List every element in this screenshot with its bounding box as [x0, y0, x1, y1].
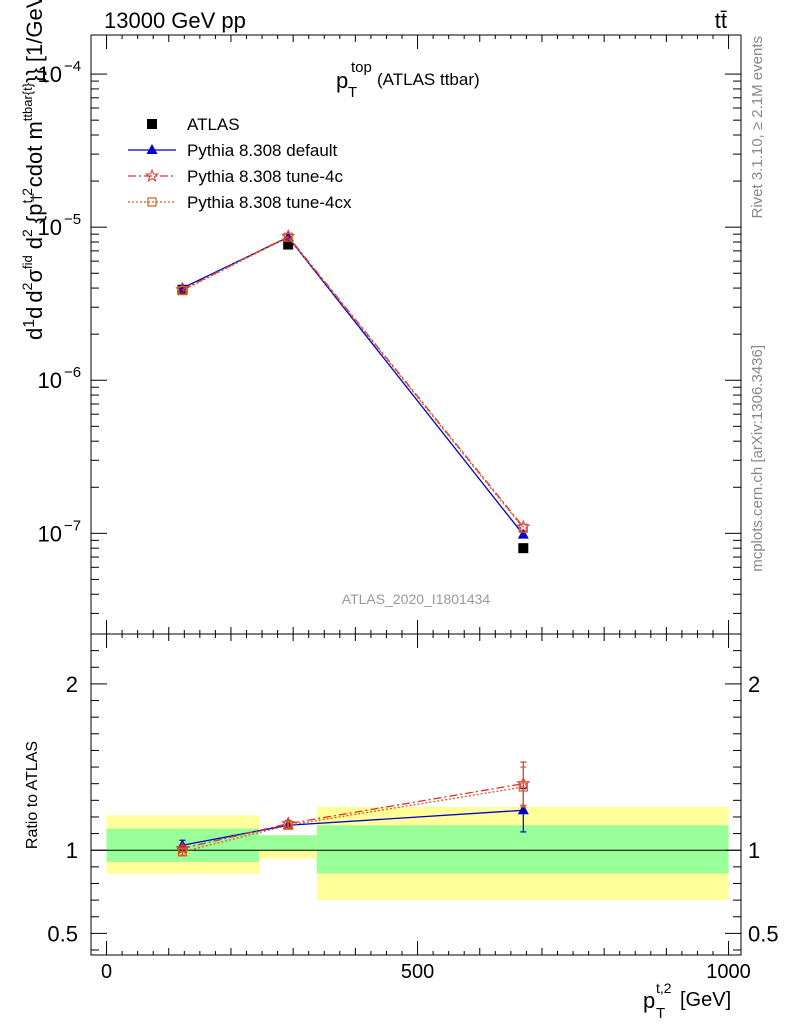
y-tick-label-exponent: −7	[64, 517, 81, 534]
ratio-point-2-1	[283, 820, 293, 830]
y-label-part-1: d	[22, 328, 47, 340]
series-line-3	[182, 236, 524, 529]
title-sub: T	[348, 84, 357, 101]
legend-label-1: Pythia 8.308 default	[187, 141, 338, 160]
y-tick-label-exponent: −5	[64, 211, 81, 228]
data-point-0-2	[518, 543, 529, 554]
y-tick-label-exponent: −4	[64, 58, 81, 75]
x-label-sub: T	[656, 1005, 665, 1022]
x-label-rest: [GeV]	[680, 989, 731, 1011]
ratio-y-tick-label: 1	[66, 838, 78, 863]
rivet-version-label: Rivet 3.1.10, ≥ 2.1M events	[749, 36, 766, 219]
uncertainty-band-inner-2	[316, 825, 729, 874]
ratio-y-tick-label-right: 1	[748, 838, 760, 863]
y-tick-label: 10	[38, 62, 62, 87]
ratio-point-2-0	[177, 847, 188, 857]
svg-text:d1dd2σfidd2 {pt,2T cdot mttbar: d1dd2σfidd2 {pt,2T cdot mttbar{t}}} [1/G…	[19, 0, 47, 340]
ratio-frame	[90, 633, 742, 956]
legend-marker-0	[147, 119, 157, 129]
x-tick-label: 0	[101, 961, 112, 983]
data-point-3-0	[177, 286, 188, 296]
ratio-y-axis-label: Ratio to ATLAS	[24, 741, 41, 849]
title-main: p	[336, 68, 348, 93]
legend-label-2: Pythia 8.308 tune-4c	[187, 167, 343, 186]
x-label-main: p	[643, 988, 655, 1013]
analysis-watermark: ATLAS_2020_I1801434	[342, 591, 491, 607]
ratio-panel: 0 500 1000 0.5 0.5 1 1 2 2	[47, 633, 779, 983]
data-point-1-2	[517, 528, 529, 539]
y-tick-label-exponent: −6	[64, 364, 81, 381]
legend-label-0: ATLAS	[187, 115, 240, 134]
legend: ATLAS Pythia 8.308 default Pythia 8.308 tu…	[128, 115, 352, 212]
svg-text:p: p	[336, 68, 348, 93]
title-sup: top	[351, 59, 372, 76]
data-point-0-1	[283, 239, 294, 250]
ratio-point-0-2	[517, 804, 529, 815]
legend-marker-3	[147, 197, 157, 207]
x-axis-label: p t,2 T [GeV]	[643, 980, 731, 1022]
title-rest: (ATLAS ttbar)	[377, 70, 480, 89]
ratio-y-tick-label-right: 0.5	[748, 921, 779, 946]
x-tick-label: 500	[401, 961, 434, 983]
series-line-1	[182, 236, 524, 536]
main-y-axis-label: d1dd2σfidd2 {pt,2T cdot mttbar{t}}} [1/G…	[19, 0, 47, 340]
legend-marker-1	[146, 144, 158, 154]
y-tick-label: 10	[38, 215, 62, 240]
legend-marker-2	[145, 168, 159, 183]
legend-label-3: Pythia 8.308 tune-4cx	[187, 193, 352, 212]
chart-title: p top T (ATLAS ttbar)	[336, 59, 480, 101]
ratio-y-tick-label-right: 2	[748, 672, 760, 697]
ratio-point-2-2	[518, 782, 528, 792]
y-label-part-2: 1	[21, 319, 38, 328]
x-label-sup: t,2	[656, 980, 672, 996]
series-line-2	[182, 235, 524, 528]
main-panel: 10−710−610−510−4	[38, 34, 742, 635]
ratio-y-tick-label: 0.5	[47, 921, 78, 946]
header-process-label: tt̄	[715, 8, 727, 33]
mcplots-label: mcplots.cern.ch [arXiv:1306.3436]	[749, 345, 766, 572]
data-point-3-2	[518, 523, 528, 533]
header-energy-label: 13000 GeV pp	[104, 8, 246, 33]
y-tick-label: 10	[38, 368, 62, 393]
x-tick-label: 1000	[706, 961, 751, 983]
data-point-3-1	[283, 232, 293, 242]
ratio-y-tick-label: 2	[66, 672, 78, 697]
y-tick-label: 10	[38, 521, 62, 546]
uncertainty-band-inner-1	[258, 835, 317, 851]
